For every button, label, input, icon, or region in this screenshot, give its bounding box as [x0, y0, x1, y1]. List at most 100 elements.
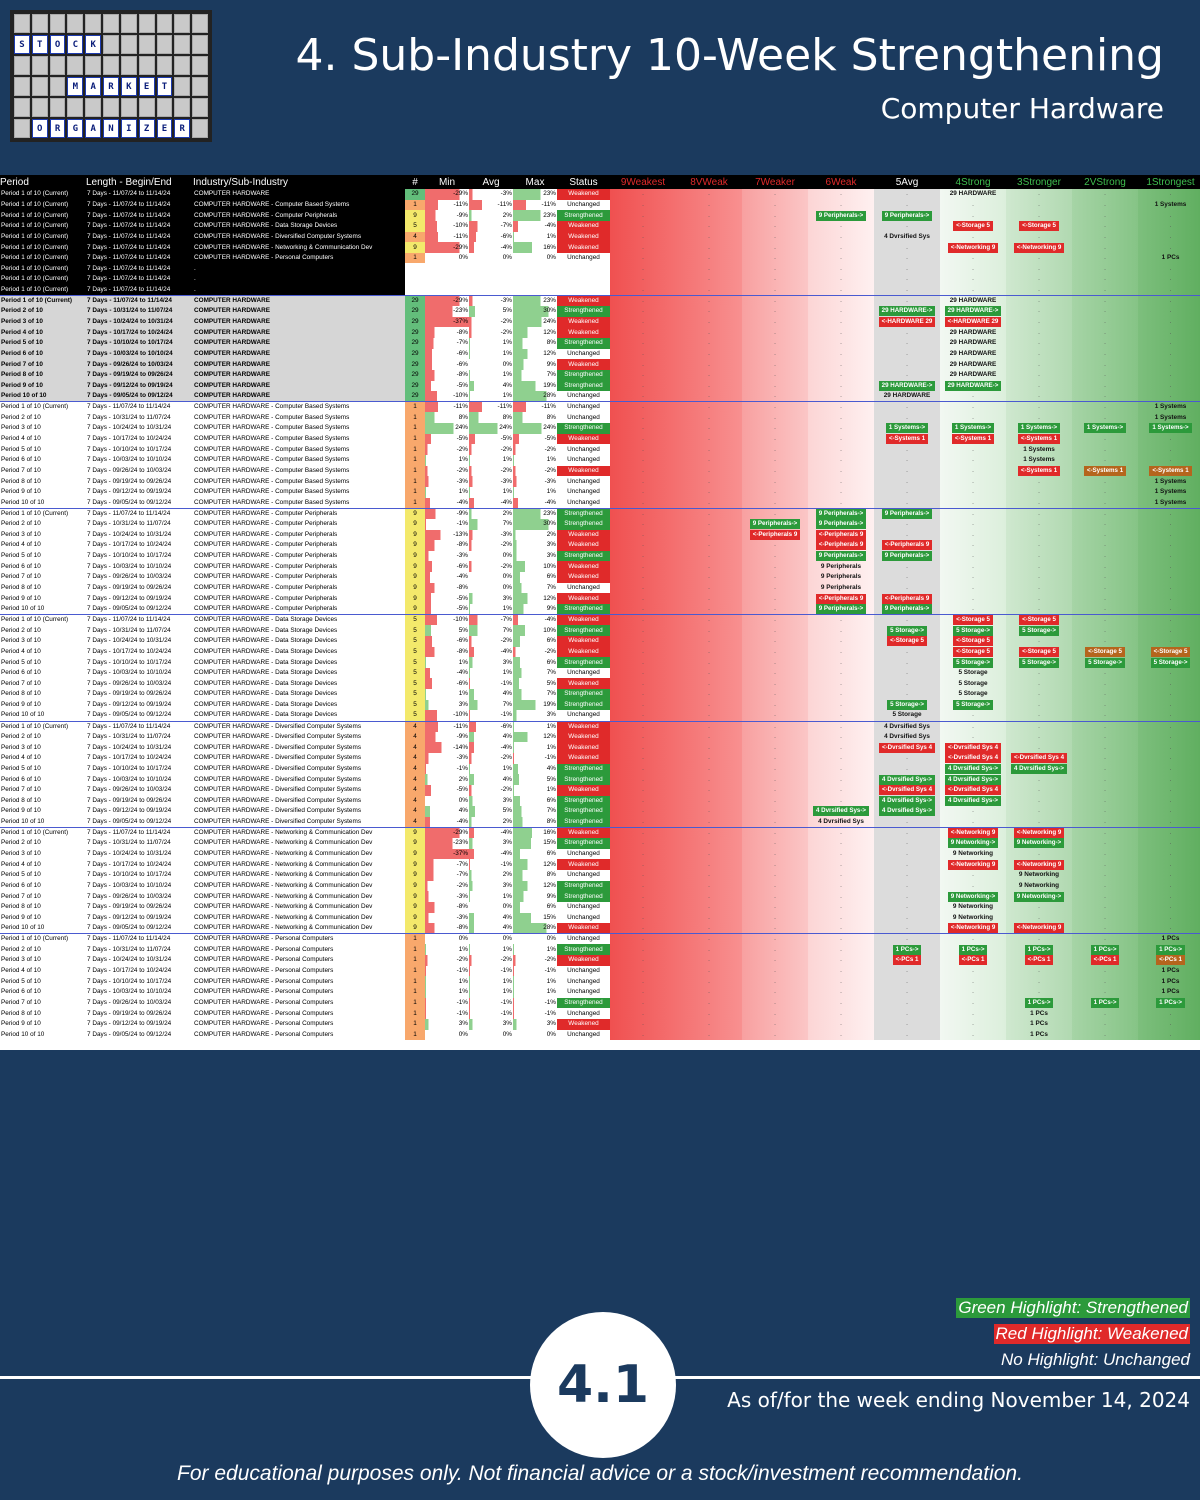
- zone-cell: 1 Systems: [1138, 401, 1200, 413]
- zone-cell: <-Storage 5: [1006, 220, 1072, 232]
- avg-cell: -4%: [469, 242, 513, 253]
- table-row: Period 4 of 10 7 Days - 10/17/24 to 10/24…: [0, 859, 1200, 870]
- table-row: Period 2 of 10 7 Days - 10/31/24 to 11/07…: [0, 306, 1200, 317]
- zone-cell: .: [610, 465, 676, 477]
- count-cell: 9: [405, 891, 425, 902]
- max-cell: 8%: [513, 337, 557, 349]
- table-row: Period 8 of 10 7 Days - 09/19/24 to 09/26…: [0, 795, 1200, 807]
- max-cell: 16%: [513, 826, 557, 839]
- zone-cell: 4 Dvrsified Sys->: [940, 763, 1006, 775]
- period-cell: Period 7 of 10: [1, 466, 41, 474]
- zone-cell: .: [808, 220, 874, 232]
- zone-cell: .: [940, 572, 1006, 583]
- count-cell: 4: [405, 784, 425, 796]
- zone-cell: .: [808, 720, 874, 732]
- period-cell: Period 5 of 10: [1, 977, 41, 985]
- zone-cell: .: [940, 199, 1006, 211]
- status-badge: Strengthened: [557, 603, 610, 615]
- count-cell: 5: [405, 710, 425, 722]
- table-row: Period 8 of 10 7 Days - 09/19/24 to 09/26…: [0, 369, 1200, 381]
- table-row: Period 10 of 10 7 Days - 09/05/24 to 09/1…: [0, 710, 1200, 722]
- max-cell: 1%: [513, 944, 557, 956]
- length-cell: 7 Days - 11/07/24 to 11/14/24: [86, 274, 193, 285]
- zone-cell: <-PCs 1: [1138, 955, 1200, 966]
- zone-cell: .: [1006, 252, 1072, 264]
- zone-cell: .: [610, 689, 676, 700]
- zone-cell: .: [1138, 242, 1200, 253]
- min-cell: -6%: [425, 561, 469, 573]
- zone-cell: .: [1006, 593, 1072, 604]
- zone-label: <-Networking 9: [947, 859, 999, 870]
- status-badge: Strengthened: [557, 369, 610, 381]
- zone-cell: .: [676, 497, 742, 509]
- industry-cell: COMPUTER HARDWARE - Personal Computers: [193, 933, 405, 945]
- zone-cell: .: [808, 1029, 874, 1041]
- industry-cell: COMPUTER HARDWARE - Data Storage Devices: [194, 711, 338, 719]
- industry-cell: COMPUTER HARDWARE - Computer Peripherals: [194, 605, 338, 613]
- zone-cell: 1 PCs->: [1006, 944, 1072, 956]
- zone-cell: .: [1138, 507, 1200, 519]
- zone-cell: 1 Systems->: [1138, 423, 1200, 434]
- period-cell: Period 1 of 10 (Current): [0, 274, 86, 285]
- zone-cell: .: [874, 337, 940, 349]
- zone-cell: .: [610, 901, 676, 913]
- zone-cell: .: [610, 401, 676, 413]
- period-cell: Period 1 of 10 (Current): [0, 933, 86, 945]
- period-cell: Period 1 of 10 (Current): [0, 231, 86, 243]
- zone-cell: .: [1006, 210, 1072, 221]
- period-cell: Period 8 of 10: [0, 369, 86, 381]
- zone-label: 9 Peripherals->: [815, 519, 867, 530]
- zone-cell: .: [1138, 380, 1200, 392]
- zone-cell: .: [1138, 603, 1200, 615]
- length-cell: 7 Days - 09/05/24 to 09/12/24: [87, 605, 172, 613]
- length-cell: 7 Days - 10/31/24 to 11/07/24: [87, 839, 171, 847]
- min-cell: -2%: [425, 465, 469, 477]
- max-cell: 1%: [513, 742, 557, 753]
- zone-cell: .: [676, 720, 742, 732]
- zone-cell: .: [1138, 1008, 1200, 1019]
- zone-cell: .: [742, 614, 808, 626]
- industry-cell: COMPUTER HARDWARE - Diversified Computer…: [193, 720, 405, 732]
- zone-cell: .: [610, 912, 676, 924]
- zone-cell: .: [940, 518, 1006, 530]
- zone-label: 5 Storage->: [953, 625, 993, 636]
- zone-cell: .: [874, 838, 940, 849]
- min-cell: -6%: [425, 348, 469, 360]
- logo-filler-cell: [138, 98, 155, 117]
- zone-cell: <-Networking 9: [940, 859, 1006, 870]
- length-cell: 7 Days - 10/24/24 to 10/31/24: [87, 850, 172, 858]
- avg-cell: 1%: [469, 944, 513, 956]
- status-badge: Strengthened: [557, 699, 610, 711]
- count-cell: [405, 285, 425, 296]
- length-cell: 7 Days - 10/03/24 to 10/10/24: [87, 562, 172, 570]
- zone-cell: .: [808, 423, 874, 434]
- zone-cell: .: [808, 189, 874, 200]
- zone-cell: .: [610, 348, 676, 360]
- zone-label: 29 HARDWARE->: [878, 306, 936, 317]
- zone-cell: .: [874, 572, 940, 583]
- zone-cell: .: [874, 199, 940, 211]
- zone-label: 1 Systems: [1154, 200, 1187, 208]
- zone-cell: .: [742, 710, 808, 722]
- status-badge: Unchanged: [567, 584, 600, 592]
- min-cell: -23%: [425, 306, 469, 317]
- status-badge: Unchanged: [567, 669, 600, 677]
- zone-label: 4 Dvrsified Sys: [884, 232, 930, 240]
- logo-filler-cell: [103, 35, 119, 54]
- status-badge: Unchanged: [567, 903, 600, 911]
- logo-filler-cell: [138, 35, 155, 54]
- as-of-date: As of/for the week ending November 14, 2…: [727, 1388, 1190, 1412]
- length-cell: 7 Days - 09/05/24 to 09/12/24: [87, 711, 172, 719]
- zone-label: <-Storage 5: [1019, 646, 1059, 657]
- zone-cell: .: [940, 710, 1006, 722]
- zone-cell: .: [1072, 912, 1138, 924]
- period-cell: Period 7 of 10: [1, 892, 41, 900]
- max-cell: 23%: [513, 210, 557, 221]
- period-cell: Period 10 of 10: [1, 711, 45, 719]
- zone-cell: .: [742, 923, 808, 934]
- status-badge: [557, 285, 610, 296]
- zone-cell: .: [742, 189, 808, 200]
- zone-cell: .: [1072, 561, 1138, 573]
- max-cell: 12%: [513, 327, 557, 338]
- length-cell: 7 Days - 11/07/24 to 11/14/24: [86, 614, 193, 626]
